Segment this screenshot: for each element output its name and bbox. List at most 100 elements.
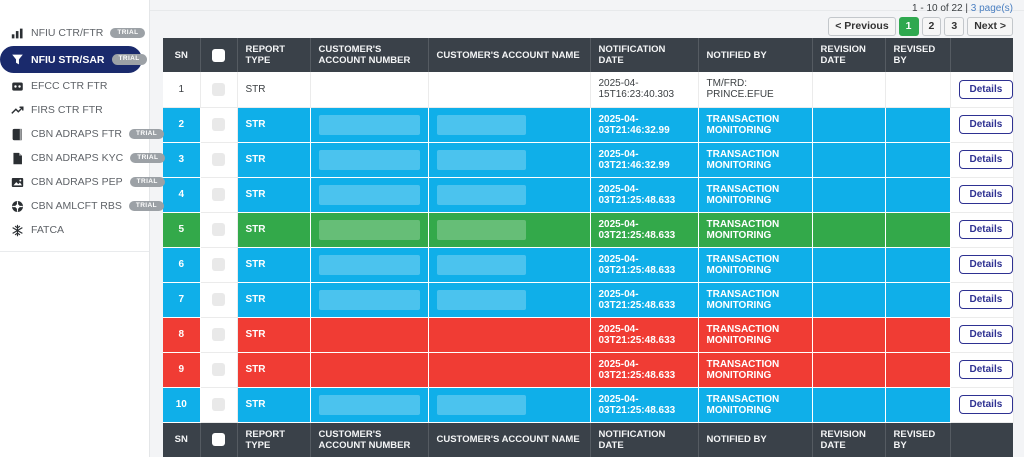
sidebar-item-cbn-adraps-kyc[interactable]: CBN ADRAPS KYC TRIAL [0,146,166,170]
page-button-3[interactable]: 3 [944,17,965,36]
account-number-cell [310,142,429,178]
checkbox-cell [200,352,238,388]
sidebar-item-label: FATCA [31,224,65,236]
details-button[interactable]: Details [958,395,1014,414]
sidebar-item-nfiu-ctr-ftr[interactable]: NFIU CTR/FTR TRIAL [0,21,149,45]
revision-date-cell [812,142,886,178]
notification-date-cell: 2025-04-03T21:25:48.633 [590,317,699,353]
table-row[interactable]: 4 STR 2025-04-03T21:25:48.633 TRANSACTION M… [163,177,1014,213]
details-cell: Details [950,142,1014,178]
sidebar-item-nfiu-str-sar[interactable]: NFIU STR/SAR TRIAL [0,46,147,73]
column-header-revised-by: REVISED BY [885,38,951,72]
sidebar-item-fatca[interactable]: FATCA [0,218,149,242]
revision-date-cell [812,177,886,213]
page-button-1[interactable]: 1 [898,17,919,36]
bar-chart-icon [10,26,24,40]
redacted-value-box [318,289,420,310]
sn-cell: 9 [163,352,201,388]
table-row[interactable]: 9 STR 2025-04-03T21:25:48.633 TRANSACTION M… [163,352,1014,388]
sidebar-item-firs-ctr-ftr[interactable]: FIRS CTR FTR [0,98,149,122]
column-header-notification-date: NOTIFICATION DATE [590,38,699,72]
report-type-cell: STR [237,282,311,318]
sidebar-nav: NFIU CTR/FTR TRIAL NFIU STR/SAR TRIAL EFCC C… [0,0,166,242]
details-button[interactable]: Details [958,150,1014,169]
row-checkbox[interactable] [212,188,225,201]
row-checkbox[interactable] [212,153,225,166]
revised-by-cell [885,317,951,353]
details-cell: Details [950,177,1014,213]
details-cell: Details [950,352,1014,388]
row-checkbox[interactable] [212,118,225,131]
account-name-cell [428,387,591,423]
report-type-cell: STR [237,387,311,423]
details-button[interactable]: Details [958,325,1014,344]
notified-by-cell: TRANSACTION MONITORING [698,282,813,318]
trial-badge: TRIAL [130,152,166,164]
pagination-range: 1 - 10 of 22 | [912,3,971,14]
row-checkbox[interactable] [212,328,225,341]
account-number-cell [310,282,429,318]
column-header-sn: SN [163,38,201,72]
redacted-value-box [318,219,420,240]
details-cell: Details [950,317,1014,353]
sn-cell: 5 [163,212,201,248]
checkbox-cell [200,72,238,108]
sidebar-item-cbn-amlcft-rbs[interactable]: CBN AMLCFT RBS TRIAL [0,194,164,218]
redacted-value-box [436,114,527,135]
details-button[interactable]: Details [958,360,1014,379]
trial-badge: TRIAL [111,54,147,65]
report-type-cell: STR [237,317,311,353]
account-name-cell [428,247,591,283]
row-checkbox[interactable] [212,223,225,236]
details-button[interactable]: Details [958,290,1014,309]
table-row[interactable]: 7 STR 2025-04-03T21:25:48.633 TRANSACTION M… [163,282,1014,318]
table-row[interactable]: 1 STR 2025-04-15T16:23:40.303 TM/FRD: PRINC… [163,72,1014,108]
details-button[interactable]: Details [958,220,1014,239]
column-header-revision-date: REVISION DATE [812,422,886,457]
revised-by-cell [885,387,951,423]
row-checkbox[interactable] [212,398,225,411]
table-row[interactable]: 8 STR 2025-04-03T21:25:48.633 TRANSACTION M… [163,317,1014,353]
details-cell: Details [950,387,1014,423]
details-cell: Details [950,247,1014,283]
sidebar-item-efcc-ctr-ftr[interactable]: EFCC CTR FTR [0,74,149,98]
file-icon [10,151,24,165]
table-header-row-top: SN REPORT TYPE CUSTOMER'S ACCOUNT NUMBER CU… [163,38,1014,72]
table-row[interactable]: 2 STR 2025-04-03T21:46:32.99 TRANSACTION MO… [163,107,1014,143]
revised-by-cell [885,177,951,213]
redacted-value-box [436,289,527,310]
row-checkbox[interactable] [212,82,225,96]
table-row[interactable]: 10 STR 2025-04-03T21:25:48.633 TRANSACTION … [163,387,1014,423]
column-header-sn: SN [163,422,201,457]
table-row[interactable]: 3 STR 2025-04-03T21:46:32.99 TRANSACTION MO… [163,142,1014,178]
column-header-actions [950,422,1014,457]
page-button-2[interactable]: 2 [921,17,942,36]
next-page-button[interactable]: Next > [967,17,1013,36]
sidebar-item-label: CBN AMLCFT RBS [31,200,122,212]
notified-by-cell: TRANSACTION MONITORING [698,387,813,423]
select-all-checkbox[interactable] [212,48,225,62]
image-icon [10,175,24,189]
details-button[interactable]: Details [958,79,1014,99]
row-checkbox[interactable] [212,363,225,376]
details-button[interactable]: Details [958,185,1014,204]
notification-date-cell: 2025-04-03T21:25:48.633 [590,177,699,213]
table-header-row-bottom: SN REPORT TYPE CUSTOMER'S ACCOUNT NUMBER CU… [163,422,1014,457]
column-header-customer-s-account-name: CUSTOMER'S ACCOUNT NAME [428,422,591,457]
table-row[interactable]: 6 STR 2025-04-03T21:25:48.633 TRANSACTION M… [163,247,1014,283]
column-header-notified-by: NOTIFIED BY [698,38,813,72]
account-name-cell [428,282,591,318]
sidebar-item-label: FIRS CTR FTR [31,104,103,116]
row-checkbox[interactable] [212,258,225,271]
account-name-cell [428,177,591,213]
account-number-cell [310,107,429,143]
table-row[interactable]: 5 STR 2025-04-03T21:25:48.633 TRANSACTION M… [163,212,1014,248]
row-checkbox[interactable] [212,293,225,306]
revision-date-cell [812,352,886,388]
select-all-checkbox[interactable] [212,433,225,447]
details-button[interactable]: Details [958,255,1014,274]
details-button[interactable]: Details [958,115,1014,134]
sidebar-item-cbn-adraps-ftr[interactable]: CBN ADRAPS FTR TRIAL [0,122,165,146]
previous-page-button[interactable]: < Previous [828,17,896,36]
sidebar-item-cbn-adraps-pep[interactable]: CBN ADRAPS PEP TRIAL [0,170,165,194]
